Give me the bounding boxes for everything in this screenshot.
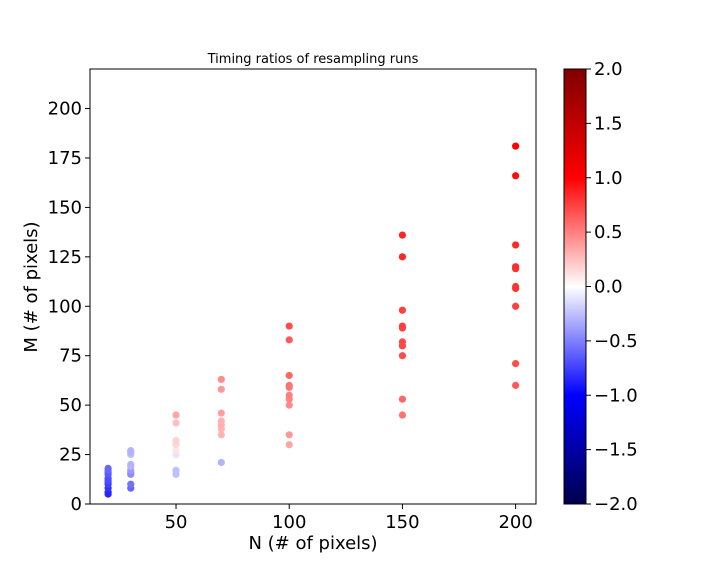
scatter-point: [172, 419, 180, 427]
scatter-point: [398, 395, 407, 403]
colorbar-tick-label: 2.0: [594, 59, 623, 80]
scatter-point: [512, 263, 520, 271]
x-tick-label: 100: [272, 512, 306, 533]
colorbar-tick-label: −2.0: [594, 494, 638, 515]
scatter-point: [285, 371, 293, 380]
scatter-point: [398, 411, 407, 419]
scatter-point: [217, 458, 225, 467]
y-axis-label: M (# of pixels): [21, 221, 42, 352]
scatter-point: [398, 352, 407, 360]
scatter-point: [127, 460, 135, 469]
x-axis-ticks: 50 100 150 200: [165, 504, 533, 533]
scatter-point: [398, 306, 407, 314]
colorbar-tick-label: −0.5: [594, 331, 638, 352]
scatter-points: [104, 142, 520, 498]
colorbar-tick-label: −1.0: [594, 385, 638, 406]
scatter-point: [512, 282, 520, 291]
scatter-point: [285, 401, 293, 409]
colorbar-tick-label: 1.5: [594, 113, 623, 134]
x-tick-label: 50: [165, 512, 188, 533]
scatter-point: [217, 409, 225, 417]
scatter-point: [127, 480, 135, 488]
y-tick-label: 75: [59, 346, 82, 367]
scatter-point: [217, 385, 225, 393]
scatter-point: [217, 375, 225, 384]
scatter-point: [104, 464, 112, 473]
colorbar-tick-label: 0.5: [594, 222, 623, 243]
chart-title: Timing ratios of resampling runs: [207, 52, 419, 67]
scatter-point: [285, 322, 293, 330]
y-tick-label: 150: [48, 197, 82, 218]
scatter-point: [217, 431, 225, 439]
scatter-point: [285, 431, 293, 439]
scatter-point: [172, 447, 180, 455]
scatter-point: [172, 411, 180, 419]
x-tick-label: 200: [498, 512, 532, 533]
y-tick-label: 125: [48, 247, 82, 268]
scatter-point: [398, 338, 407, 346]
scatter-point: [285, 381, 293, 389]
scatter-point: [285, 441, 293, 449]
y-tick-label: 50: [59, 395, 82, 416]
y-tick-label: 100: [48, 296, 82, 317]
scatter-point: [512, 241, 520, 249]
plot-frame: [89, 68, 537, 505]
scatter-point: [512, 142, 520, 150]
y-tick-label: 200: [48, 99, 82, 120]
scatter-point: [398, 322, 407, 330]
scatter-point: [127, 447, 135, 455]
scatter-point: [285, 391, 293, 399]
y-tick-label: 0: [71, 494, 82, 515]
scatter-point: [512, 172, 520, 180]
y-axis-ticks: 0 25 50 75 100 125 150 175 200: [48, 99, 90, 515]
scatter-point: [398, 231, 407, 239]
scatter-point: [398, 253, 407, 261]
colorbar: [563, 68, 587, 505]
y-tick-label: 25: [59, 445, 82, 466]
colorbar-ticks: −2.0 −1.5 −1.0 −0.5 0.0 0.5 1.0 1.5 2.0: [586, 59, 638, 515]
scatter-point: [512, 381, 520, 389]
scatter-point: [172, 466, 180, 474]
x-tick-label: 150: [385, 512, 419, 533]
x-axis-label: N (# of pixels): [248, 533, 377, 554]
scatter-point: [512, 302, 520, 310]
scatter-point: [172, 437, 180, 445]
scatter-point: [285, 336, 293, 344]
scatter-point: [217, 417, 225, 425]
colorbar-tick-label: −1.5: [594, 440, 638, 461]
scatter-point: [512, 360, 520, 368]
colorbar-tick-label: 1.0: [594, 168, 623, 189]
y-tick-label: 175: [48, 148, 82, 169]
colorbar-tick-label: 0.0: [594, 277, 623, 298]
